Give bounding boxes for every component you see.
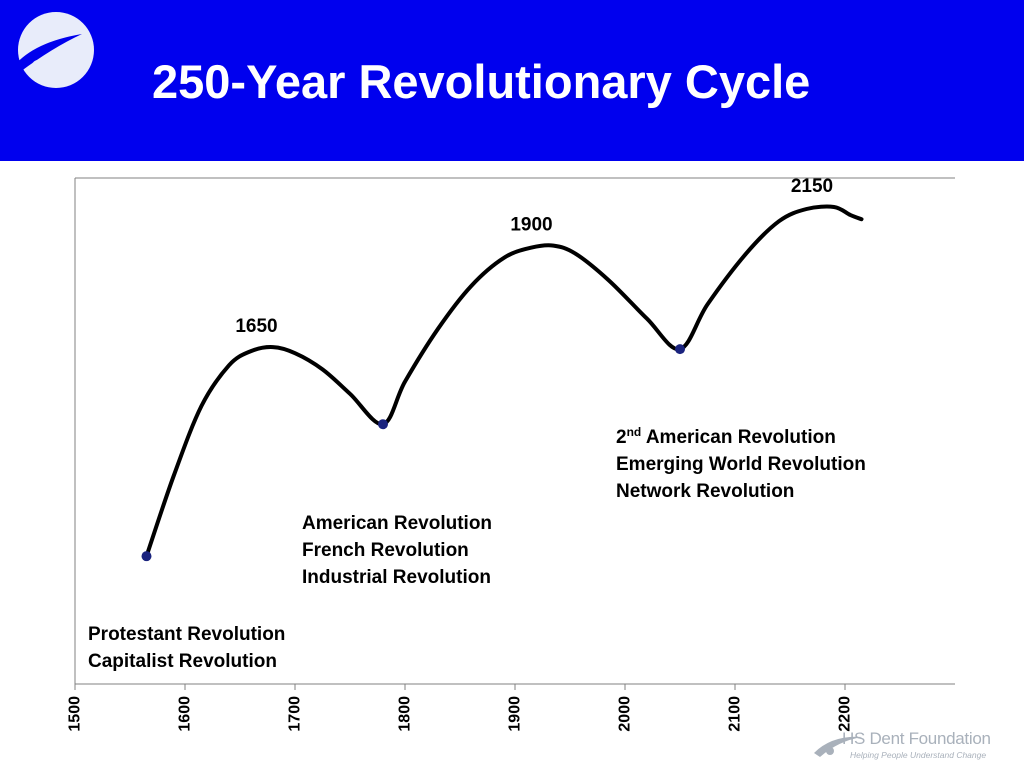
x-tick-label: 1800 xyxy=(397,696,414,732)
annotation-text: Protestant Revolution xyxy=(88,624,286,645)
page-title: 250-Year Revolutionary Cycle xyxy=(152,55,811,108)
annotation-text: Capitalist Revolution xyxy=(88,651,277,672)
x-tick-label: 1600 xyxy=(177,696,194,732)
footer-brand-name: HS Dent Foundation xyxy=(842,729,991,748)
x-tick-label: 1900 xyxy=(507,696,524,732)
x-tick-label: 2200 xyxy=(837,696,854,732)
annotation-group-1: Protestant Revolution Capitalist Revolut… xyxy=(88,621,285,675)
peak-label: 1650 xyxy=(235,316,277,337)
annotation-superscript: nd xyxy=(626,425,642,439)
trough-marker xyxy=(378,419,388,430)
footer-tagline: Helping People Understand Change xyxy=(850,750,987,760)
annotation-text: French Revolution xyxy=(302,540,469,561)
orbit-swoosh-logo-icon xyxy=(814,736,862,757)
x-tick-label: 1500 xyxy=(67,696,84,732)
series-line xyxy=(144,204,864,559)
annotation-text-rest: American Revolution xyxy=(641,427,836,448)
x-tick-label: 2100 xyxy=(727,696,744,732)
annotation-group-2: American Revolution French Revolution In… xyxy=(302,510,492,591)
circle-orbit-logo-icon xyxy=(14,12,94,88)
title-banner: 250-Year Revolutionary Cycle xyxy=(0,0,1024,161)
annotation-text: 2nd American Revolution xyxy=(616,424,866,451)
trough-marker xyxy=(141,551,152,562)
annotation-text: American Revolution xyxy=(302,513,493,534)
x-tick-label: 1700 xyxy=(287,696,304,732)
annotation-group-3: 2nd American Revolution Emerging World R… xyxy=(616,424,866,505)
annotation-ordinal: 2 xyxy=(616,427,627,448)
annotation-text: Industrial Revolution xyxy=(302,567,491,588)
peak-label: 2150 xyxy=(791,176,833,197)
x-tick-label: 2000 xyxy=(617,696,634,732)
trough-marker xyxy=(675,344,685,355)
peak-label: 1900 xyxy=(510,215,552,236)
annotation-text: Network Revolution xyxy=(616,481,795,502)
annotation-text: Emerging World Revolution xyxy=(616,454,866,475)
